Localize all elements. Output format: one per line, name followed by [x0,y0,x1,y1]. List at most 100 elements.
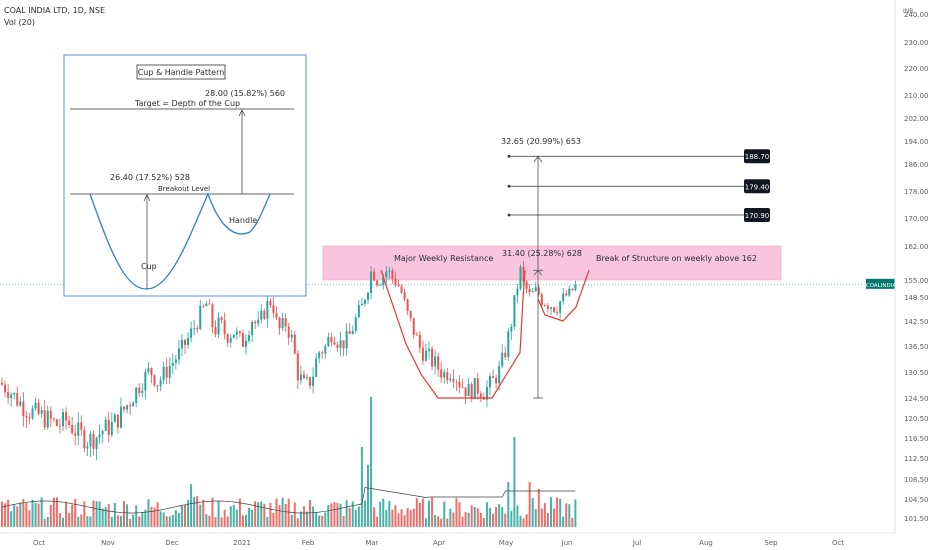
volume-bar [101,508,104,527]
cup-pattern-outline [380,270,526,399]
candle-body [290,334,293,338]
candle-body [360,303,363,306]
candle-body [306,377,308,379]
candle [40,406,43,418]
volume-bar [205,514,208,527]
volume-bar [388,500,391,527]
volume-bar [40,497,43,527]
candle-body [437,356,440,370]
candle-body [229,337,232,343]
inset-cup-curve [89,192,271,290]
candle [156,384,159,392]
volume-bar [7,499,10,527]
candle-body [495,377,498,384]
candle-body [156,385,159,387]
volume-bar [129,518,132,527]
volume-bar [202,499,205,527]
candle [220,316,223,324]
candle [16,386,19,408]
candle [510,323,513,340]
volume-bar [156,502,159,527]
price-tick-label: 116.50 [904,435,929,443]
volume-bar [245,514,247,527]
candle [461,379,464,389]
candle [153,374,156,388]
volume-bar [162,512,165,527]
cup-handle-inset: Cup & Handle Pattern 28.00 (15.82%) 560Ta… [63,54,307,297]
candle-body [257,319,260,324]
candle [132,400,135,407]
volume-bar [473,507,476,527]
candle-body [223,320,226,335]
candle [470,382,473,403]
volume-bar [281,497,284,527]
candle-body [550,307,552,309]
volume-bar [336,502,339,527]
candle-body [476,378,479,394]
volume-bar [165,516,168,527]
candle-body [376,280,379,286]
handle-pattern-outline [537,270,590,322]
candle [4,380,7,398]
candle-body [281,318,284,329]
volume-bar [226,516,229,527]
volume-bar [510,510,513,527]
volume-bar [476,508,479,527]
candle [232,334,235,339]
volume-bar [80,514,83,527]
volume-bar [428,500,430,527]
price-tick-label: 142.50 [904,318,929,326]
candle [455,379,458,392]
candle-body [159,380,162,386]
candle-body [324,346,327,354]
volume-bar [299,511,302,527]
volume-bar [312,506,315,527]
candle-body [461,387,464,388]
candle-body [397,284,400,287]
candle [58,418,61,434]
volume-bar [296,518,299,527]
volume-bar [196,496,199,527]
candle-body [339,340,342,348]
symbol-badge-label: COALINDIA [866,283,896,289]
volume-bar [351,501,354,527]
volume-bar [479,512,482,527]
candle-body [571,288,574,291]
candle-body [153,374,156,386]
candle-body [473,378,476,400]
volume-bar [421,498,424,527]
candle [235,327,238,340]
volume-bar [278,504,281,527]
candle-body [55,419,58,426]
candle [55,418,58,427]
volume-bar [62,517,64,527]
volume-bar [455,498,458,527]
volume-bar [528,482,531,527]
volume-bar [373,507,376,527]
volume-bar [446,518,449,527]
volume-bar [4,503,7,527]
month-tick-label: Feb [302,539,315,547]
candle [266,296,269,328]
candle [168,357,171,385]
target-level-badge [744,207,770,222]
candle [80,415,83,436]
candle [357,299,360,319]
candle [119,397,122,430]
month-tick-label: 2021 [233,539,251,547]
candle-body [113,414,116,422]
candle-body [62,412,64,427]
volume-bar [260,501,263,527]
volume-bar [339,503,342,527]
candle [86,442,89,456]
volume-bar [565,503,568,527]
candle [62,408,64,432]
candle-body [546,305,549,309]
volume-bar [330,503,333,527]
candle-body [177,348,180,360]
volume-bar [443,501,446,527]
candle [534,281,537,292]
candle-body [25,415,28,418]
